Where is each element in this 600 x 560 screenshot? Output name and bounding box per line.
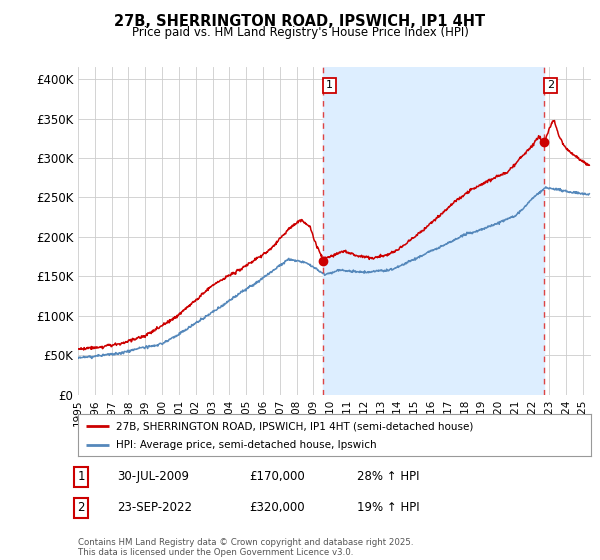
Text: 19% ↑ HPI: 19% ↑ HPI [357, 501, 419, 514]
Text: £320,000: £320,000 [249, 501, 305, 514]
Text: 1: 1 [326, 80, 333, 90]
Text: 2: 2 [77, 501, 85, 514]
Text: £170,000: £170,000 [249, 470, 305, 483]
Text: 23-SEP-2022: 23-SEP-2022 [117, 501, 192, 514]
Text: HPI: Average price, semi-detached house, Ipswich: HPI: Average price, semi-detached house,… [116, 440, 377, 450]
Text: 27B, SHERRINGTON ROAD, IPSWICH, IP1 4HT: 27B, SHERRINGTON ROAD, IPSWICH, IP1 4HT [115, 14, 485, 29]
Text: Contains HM Land Registry data © Crown copyright and database right 2025.
This d: Contains HM Land Registry data © Crown c… [78, 538, 413, 557]
Text: 28% ↑ HPI: 28% ↑ HPI [357, 470, 419, 483]
Text: 1: 1 [77, 470, 85, 483]
Text: 30-JUL-2009: 30-JUL-2009 [117, 470, 189, 483]
Text: Price paid vs. HM Land Registry's House Price Index (HPI): Price paid vs. HM Land Registry's House … [131, 26, 469, 39]
Text: 2: 2 [547, 80, 554, 90]
Text: 27B, SHERRINGTON ROAD, IPSWICH, IP1 4HT (semi-detached house): 27B, SHERRINGTON ROAD, IPSWICH, IP1 4HT … [116, 421, 474, 431]
Bar [323, 67, 544, 395]
